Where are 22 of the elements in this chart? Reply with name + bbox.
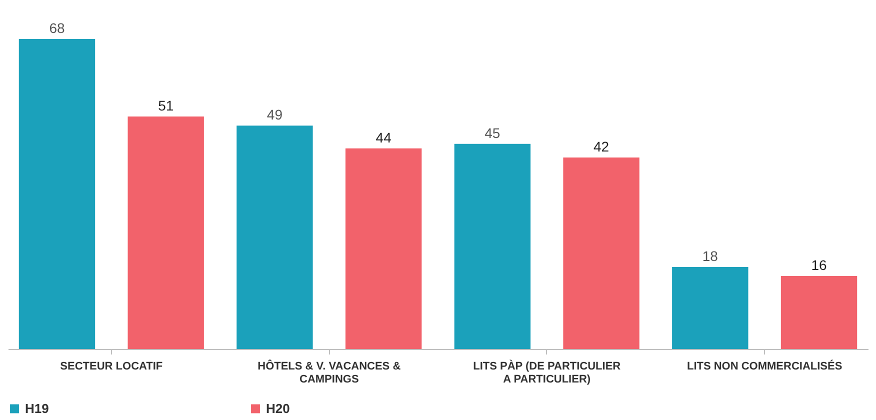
x-tick-label: HÔTELS & V. VACANCES & CAMPINGS xyxy=(258,360,401,386)
bar xyxy=(780,276,858,349)
data-label: 44 xyxy=(376,129,392,146)
bar xyxy=(672,266,748,349)
bar xyxy=(128,116,204,349)
data-label: 68 xyxy=(49,20,65,36)
x-tick-label: SECTEUR LOCATIF xyxy=(60,360,163,372)
data-label: 42 xyxy=(594,138,610,155)
bar xyxy=(18,39,96,349)
data-label: 51 xyxy=(158,98,174,114)
data-label: 18 xyxy=(702,248,718,264)
bar xyxy=(345,148,422,349)
data-label: 16 xyxy=(811,257,828,274)
data-label: 45 xyxy=(484,124,500,141)
legend-label: H20 xyxy=(266,400,290,416)
x-tick-label: LITS PÀP (DE PARTICULIER A PARTICULIER) xyxy=(473,360,621,386)
bar xyxy=(454,144,531,349)
legend-label: H19 xyxy=(25,400,49,416)
bar xyxy=(236,126,313,349)
data-label: 49 xyxy=(266,106,283,123)
bar xyxy=(563,158,640,349)
x-tick-label: LITS NON COMMERCIALISÉS xyxy=(686,360,842,372)
